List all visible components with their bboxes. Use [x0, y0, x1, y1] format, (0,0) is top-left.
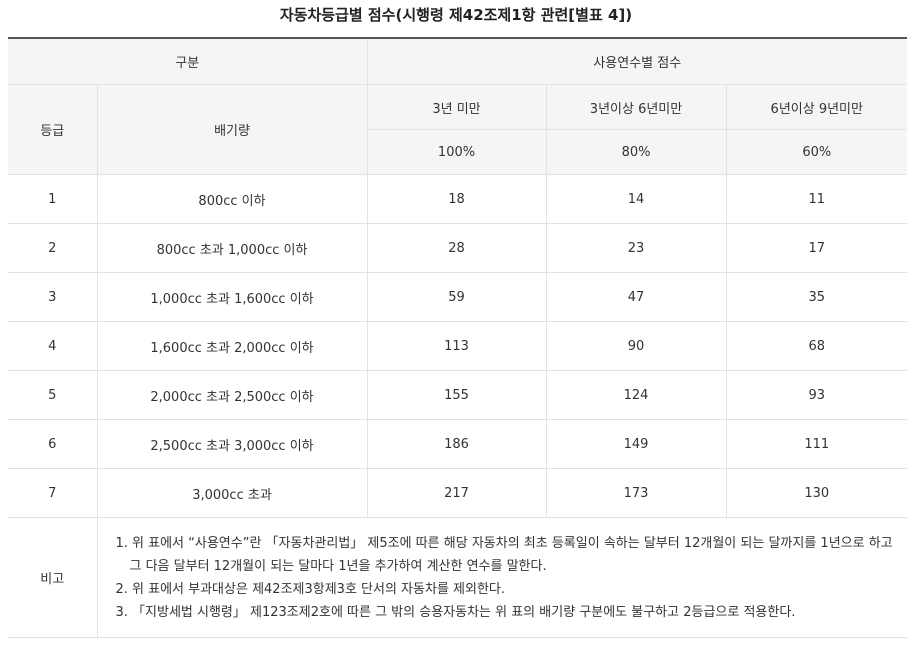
remarks-list: 1. 위 표에서 “사용연수”란 「자동차관리법」 제5조에 따른 해당 자동차…	[98, 532, 908, 624]
remarks-content: 1. 위 표에서 “사용연수”란 「자동차관리법」 제5조에 따른 해당 자동차…	[96, 517, 908, 638]
displacement-cell: 1,600cc 초과 2,000cc 이하	[96, 321, 368, 371]
period-header: 6년이상 9년미만	[725, 84, 908, 130]
grade-score-table: 구분 사용연수별 점수 등급 배기량 3년 미만 3년이상 6년미만 6년이상 …	[8, 37, 908, 638]
score-cell: 186	[366, 419, 547, 469]
displacement-cell: 800cc 이하	[96, 174, 368, 224]
remarks-row: 비고 1. 위 표에서 “사용연수”란 「자동차관리법」 제5조에 따른 해당 …	[8, 517, 908, 638]
remark-item: 2. 위 표에서 부과대상은 제42조제3항제3호 단서의 자동차를 제외한다.	[115, 581, 506, 597]
table-row: 6 2,500cc 초과 3,000cc 이하 186 149 111	[8, 419, 908, 469]
score-cell: 149	[545, 419, 727, 469]
period-header: 3년이상 6년미만	[545, 84, 727, 130]
rate-header: 60%	[725, 129, 908, 175]
score-cell: 130	[725, 468, 908, 518]
grade-cell: 7	[8, 468, 97, 518]
grade-cell: 3	[8, 272, 97, 322]
score-cell: 18	[366, 174, 547, 224]
score-cell: 93	[725, 370, 908, 420]
displacement-cell: 2,000cc 초과 2,500cc 이하	[96, 370, 368, 420]
grade-cell: 2	[8, 223, 97, 273]
grade-cell: 1	[8, 174, 97, 224]
score-cell: 124	[545, 370, 727, 420]
rate-header: 80%	[545, 129, 727, 175]
score-cell: 217	[366, 468, 547, 518]
score-cell: 68	[725, 321, 908, 371]
grade-header: 등급	[8, 84, 97, 175]
displacement-cell: 3,000cc 초과	[96, 468, 368, 518]
score-cell: 155	[366, 370, 547, 420]
table-title: 자동차등급별 점수(시행령 제42조제1항 관련[별표 4])	[279, 6, 633, 24]
remark-item: 1. 위 표에서 “사용연수”란 「자동차관리법」 제5조에 따른 해당 자동차…	[115, 535, 893, 574]
score-cell: 113	[366, 321, 547, 371]
score-cell: 47	[545, 272, 727, 322]
score-cell: 28	[366, 223, 547, 273]
score-cell: 35	[725, 272, 908, 322]
displacement-header: 배기량	[96, 84, 368, 175]
score-cell: 173	[545, 468, 727, 518]
displacement-cell: 800cc 초과 1,000cc 이하	[96, 223, 368, 273]
table-row: 7 3,000cc 초과 217 173 130	[8, 468, 908, 518]
table-row: 2 800cc 초과 1,000cc 이하 28 23 17	[8, 223, 908, 273]
table-row: 3 1,000cc 초과 1,600cc 이하 59 47 35	[8, 272, 908, 322]
remark-item: 3. 「지방세법 시행령」 제123조제2호에 따른 그 밖의 승용자동차는 위…	[115, 604, 796, 620]
score-cell: 23	[545, 223, 727, 273]
table-row: 1 800cc 이하 18 14 11	[8, 174, 908, 224]
score-cell: 59	[366, 272, 547, 322]
rate-header: 100%	[366, 129, 547, 175]
score-cell: 90	[545, 321, 727, 371]
remarks-label: 비고	[8, 517, 97, 638]
period-header: 3년 미만	[366, 84, 547, 130]
category-header: 구분	[8, 38, 368, 85]
table-row: 4 1,600cc 초과 2,000cc 이하 113 90 68	[8, 321, 908, 371]
grade-cell: 6	[8, 419, 97, 469]
score-cell: 11	[725, 174, 908, 224]
score-cell: 111	[725, 419, 908, 469]
score-cell: 17	[725, 223, 908, 273]
grade-cell: 4	[8, 321, 97, 371]
displacement-cell: 1,000cc 초과 1,600cc 이하	[96, 272, 368, 322]
table-row: 5 2,000cc 초과 2,500cc 이하 155 124 93	[8, 370, 908, 420]
years-group-header: 사용연수별 점수	[366, 38, 908, 85]
grade-cell: 5	[8, 370, 97, 420]
displacement-cell: 2,500cc 초과 3,000cc 이하	[96, 419, 368, 469]
score-cell: 14	[545, 174, 727, 224]
